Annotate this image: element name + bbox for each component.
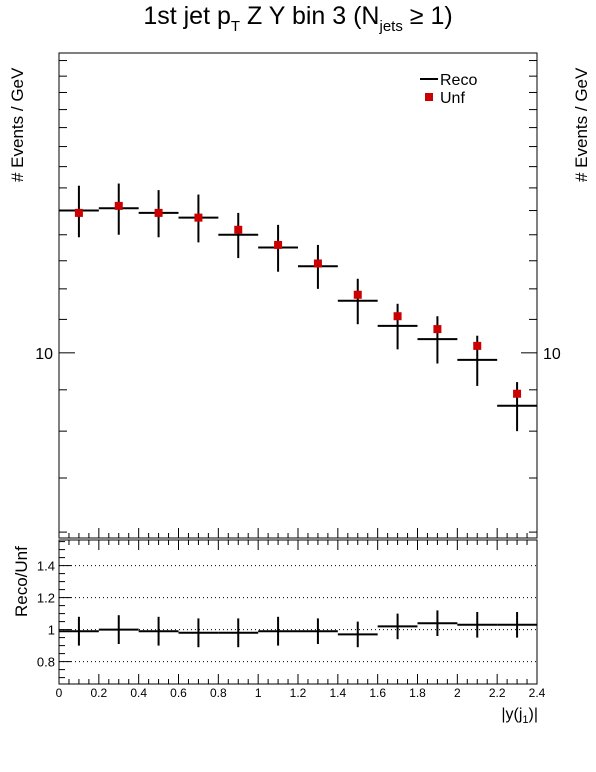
x-tick-label: 1.2 [290, 686, 307, 700]
unf-marker [234, 225, 243, 234]
x-tick-label: 0.2 [90, 686, 107, 700]
unf-marker [433, 325, 442, 334]
ratio-point [258, 616, 298, 646]
top-left-y-axis-label: # Events / GeV [8, 67, 27, 182]
ratio-point [218, 618, 259, 648]
ratio-y-tick-label: 1 [48, 623, 55, 638]
ratio-point [298, 618, 338, 644]
x-axis-label: |y(j1)| [501, 706, 538, 726]
x-tick-label: 0.8 [210, 686, 227, 700]
ratio-y-tick-label: 0.8 [37, 655, 55, 670]
unf-marker [393, 312, 402, 321]
unf-marker [353, 290, 362, 299]
x-tick-label: 0.6 [170, 686, 187, 700]
legend-label: Reco [440, 72, 477, 89]
unf-marker [194, 213, 203, 222]
main-plot-frame [58, 52, 538, 539]
legend-unf-marker [425, 93, 433, 101]
reco-point [218, 212, 259, 259]
ratio-point [417, 610, 458, 636]
ratio-point [98, 615, 139, 644]
reco-point [337, 278, 378, 325]
x-tick-label: 0.4 [130, 686, 147, 700]
main-y-tick-label-left: 10 [35, 346, 53, 363]
ratio-point [337, 621, 378, 648]
ratio-point [497, 612, 537, 638]
ratio-y-tick-label: 1.2 [37, 591, 55, 606]
ratio-point [178, 618, 219, 648]
x-tick-label: 1.8 [409, 686, 426, 700]
main-y-tick-label-right: 10 [543, 346, 561, 363]
chart-title: 1st jet pT Z Y bin 3 (Njets ≥ 1) [143, 2, 453, 35]
unf-marker [74, 208, 83, 217]
legend-label: Unf [440, 90, 465, 107]
unf-marker [274, 240, 283, 249]
ratio-plot-frame [58, 539, 538, 685]
unf-marker [154, 208, 163, 217]
reco-point [377, 303, 418, 350]
unf-marker [513, 389, 522, 398]
unf-marker [313, 259, 322, 268]
top-right-y-axis-label: # Events / GeV [572, 67, 591, 182]
x-tick-label: 0 [56, 686, 63, 700]
x-tick-label: 2.4 [529, 686, 546, 700]
unf-marker [114, 201, 123, 210]
x-tick-label: 1 [255, 686, 262, 700]
ratio-y-axis-label: Reco/Unf [12, 546, 31, 617]
ratio-point [377, 613, 418, 640]
ratio-y-tick-label: 1.4 [37, 559, 55, 574]
x-tick-label: 1.6 [369, 686, 386, 700]
unf-marker [473, 341, 482, 350]
x-tick-label: 1.4 [329, 686, 346, 700]
ratio-point [138, 616, 179, 646]
x-tick-label: 2 [454, 686, 461, 700]
ratio-point [457, 612, 498, 638]
ratio-point [59, 616, 99, 646]
reco-point [417, 316, 458, 364]
x-tick-label: 2.2 [489, 686, 506, 700]
